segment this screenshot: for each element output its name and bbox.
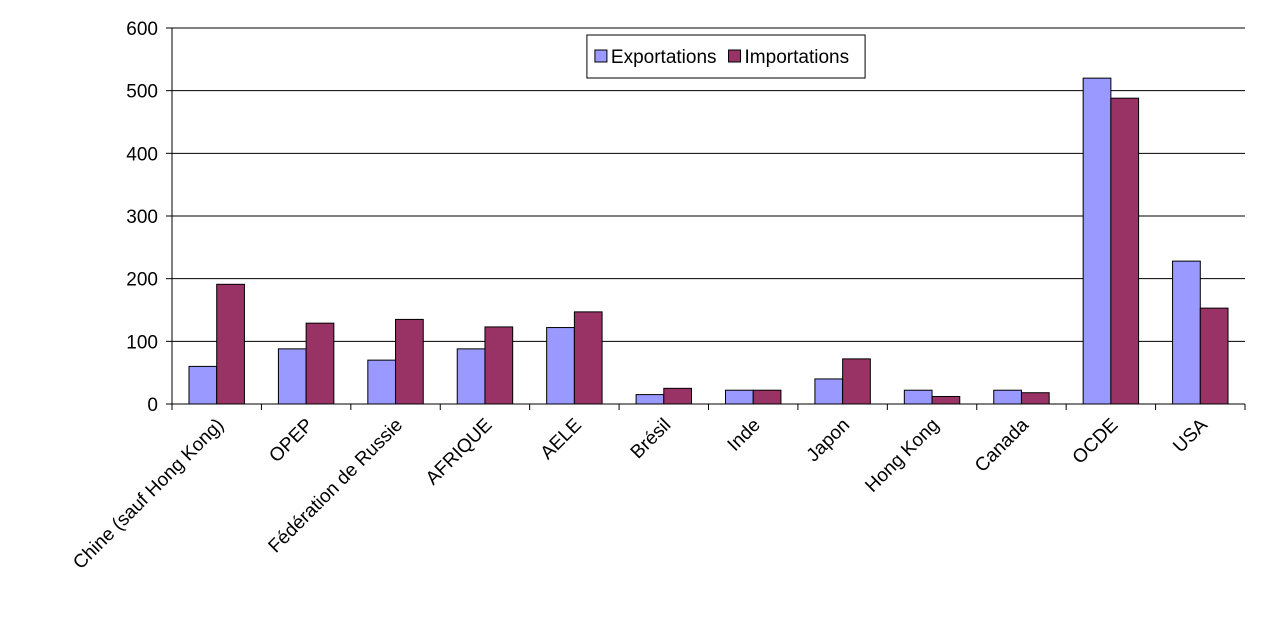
x-tick-label: USA [1169, 414, 1212, 457]
bar [724, 389, 754, 405]
bar [456, 348, 486, 405]
bar [1199, 307, 1229, 405]
bar [814, 378, 844, 405]
legend-box [586, 34, 866, 79]
bar [931, 395, 961, 405]
bar [367, 359, 397, 405]
bar [546, 327, 575, 405]
x-tick-label: AFRIQUE [422, 415, 497, 490]
bar [842, 358, 871, 405]
bar [1172, 260, 1201, 405]
bar [305, 322, 335, 405]
legend-label: Importations [745, 47, 850, 68]
legend: Exportations Importations [586, 34, 866, 79]
bar [663, 387, 693, 405]
bar [1020, 392, 1050, 405]
x-tick-label: AELE [537, 415, 586, 464]
y-tick-label: 100 [126, 332, 158, 353]
legend-label: Exportations [611, 47, 717, 68]
x-tick-label: Brésil [627, 415, 675, 463]
bar [1110, 97, 1140, 405]
legend-swatch [728, 49, 742, 63]
bar [188, 365, 218, 405]
bar [395, 318, 424, 405]
bar [573, 311, 603, 405]
bar [484, 326, 514, 405]
y-tick-label: 0 [147, 395, 158, 416]
bar [216, 283, 245, 405]
x-tick-label: Canada [971, 414, 1033, 476]
y-tick-label: 200 [126, 270, 158, 291]
x-tick-label: Chine (sauf Hong Kong) [69, 415, 228, 574]
x-tick-label: Inde [724, 415, 765, 456]
y-tick-label: 500 [126, 82, 158, 103]
bar [903, 389, 933, 405]
bar [635, 394, 665, 405]
bar [277, 348, 307, 405]
bar [993, 389, 1022, 405]
bar [1082, 77, 1112, 405]
bar [752, 389, 782, 405]
y-tick-label: 300 [126, 207, 158, 228]
y-tick-label: 600 [126, 19, 158, 40]
x-tick-label: OCDE [1069, 415, 1123, 469]
legend-swatch [594, 49, 608, 63]
x-tick-label: Hong Kong [861, 415, 943, 497]
x-tick-label: Japon [803, 415, 854, 466]
y-tick-label: 400 [126, 144, 158, 165]
x-tick-label: OPEP [265, 415, 317, 467]
